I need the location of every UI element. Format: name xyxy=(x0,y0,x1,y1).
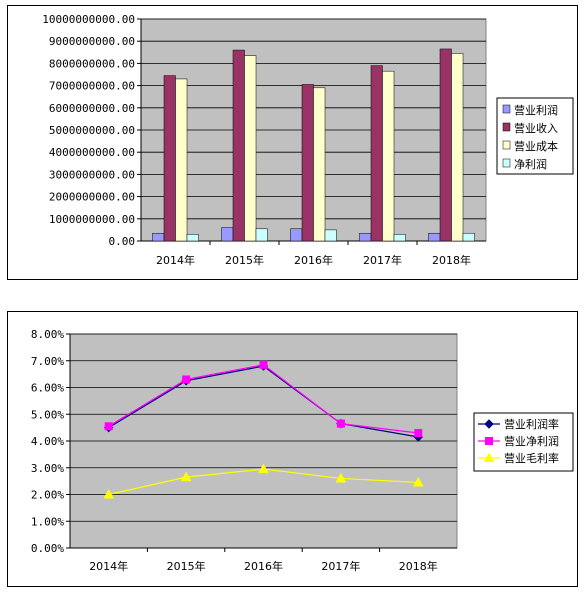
point-2-4 xyxy=(336,419,345,428)
bar-3-3 xyxy=(313,87,326,242)
bar-2-1 xyxy=(163,75,176,242)
legend-swatch xyxy=(502,158,511,168)
y-tick-label: 2000000000.00 xyxy=(49,191,135,204)
bar-2-3 xyxy=(301,84,314,242)
y-tick-label: 8.00% xyxy=(31,328,64,341)
bar-3-5 xyxy=(451,53,464,242)
bar-4-1 xyxy=(186,234,199,242)
line-chart-svg: 0.00% 1.00% 2.00% 3.00% 4.00% 5.00% 6.00% 7.00%… xyxy=(31,328,574,573)
legend-label: 营业利润 xyxy=(514,103,558,117)
bar-4-5 xyxy=(462,232,475,242)
bar-3-4 xyxy=(382,70,395,242)
x-tick-label: 2014年 xyxy=(156,253,195,267)
bar-4-4 xyxy=(393,234,406,242)
y-tick-label: 1000000000.00 xyxy=(49,213,135,226)
legend-marker xyxy=(483,452,495,462)
bar-3-2 xyxy=(244,55,257,242)
y-tick-label: 1.00% xyxy=(31,515,64,528)
legend-swatch xyxy=(502,104,511,114)
y-tick-label: 5000000000.00 xyxy=(49,124,135,137)
x-tick-label: 2018年 xyxy=(432,253,471,267)
y-tick-label: 6000000000.00 xyxy=(49,102,135,115)
y-tick-label: 9000000000.00 xyxy=(49,35,135,48)
point-3-3 xyxy=(258,463,269,474)
y-tick-label: 0.00% xyxy=(31,542,64,555)
x-tick-label: 2014年 xyxy=(89,559,128,573)
y-tick-label: 4.00% xyxy=(31,435,64,448)
y-tick-label: 8000000000.00 xyxy=(49,57,135,70)
x-tick-label: 2016年 xyxy=(294,253,333,267)
bar-chart-svg: 0.00 1000000000.00 2000000000.00 3000000000… xyxy=(42,13,574,267)
x-tick-label: 2017年 xyxy=(321,559,360,573)
point-3-2 xyxy=(180,471,192,482)
y-tick-label: 4000000000.00 xyxy=(49,146,135,159)
bar-1-1 xyxy=(152,232,165,242)
bar-2-4 xyxy=(370,65,383,242)
y-tick-label: 5.00% xyxy=(31,408,64,421)
bar-1-3 xyxy=(290,228,303,242)
margin-line-chart: 0.00% 1.00% 2.00% 3.00% 4.00% 5.00% 6.00% 7.00%… xyxy=(7,311,578,587)
bar-1-2 xyxy=(221,227,234,242)
legend-label: 净利润 xyxy=(514,157,547,171)
legend-swatch xyxy=(502,140,511,150)
bar-1-4 xyxy=(359,232,372,242)
legend-marker xyxy=(485,437,493,445)
point-2-2 xyxy=(182,375,191,384)
legend-label: 营业收入 xyxy=(514,121,558,135)
legend-swatch xyxy=(502,122,511,132)
point-2-3 xyxy=(259,360,268,369)
y-tick-label: 0.00 xyxy=(109,235,136,248)
y-tick-label: 3.00% xyxy=(31,462,64,475)
bar-3-1 xyxy=(175,78,188,242)
point-2-5 xyxy=(414,428,423,437)
y-tick-label: 3000000000.00 xyxy=(49,168,135,181)
y-tick-label: 10000000000.00 xyxy=(42,13,135,26)
y-tick-label: 2.00% xyxy=(31,489,64,502)
bar-2-2 xyxy=(232,49,245,242)
point-3-4 xyxy=(335,472,347,483)
y-tick-label: 7.00% xyxy=(31,355,64,368)
legend-label: 营业净利润 xyxy=(504,434,559,448)
revenue-bar-chart: 0.00 1000000000.00 2000000000.00 3000000000… xyxy=(7,5,578,280)
bar-1-5 xyxy=(428,232,441,242)
legend-label: 营业成本 xyxy=(514,139,558,153)
x-tick-label: 2015年 xyxy=(167,559,206,573)
x-tick-label: 2017年 xyxy=(363,253,402,267)
x-tick-label: 2018年 xyxy=(399,559,438,573)
legend-label: 营业利润率 xyxy=(504,417,559,431)
legend-label: 营业毛利率 xyxy=(504,451,559,465)
bar-2-5 xyxy=(439,48,452,242)
point-2-1 xyxy=(104,422,113,431)
point-3-5 xyxy=(412,476,424,487)
point-3-1 xyxy=(103,488,115,499)
legend-marker xyxy=(484,419,494,429)
y-tick-label: 7000000000.00 xyxy=(49,80,135,93)
y-tick-label: 6.00% xyxy=(31,382,64,395)
bar-4-2 xyxy=(255,228,268,242)
bar-4-3 xyxy=(324,229,337,242)
x-tick-label: 2016年 xyxy=(244,559,283,573)
x-tick-label: 2015年 xyxy=(225,253,264,267)
